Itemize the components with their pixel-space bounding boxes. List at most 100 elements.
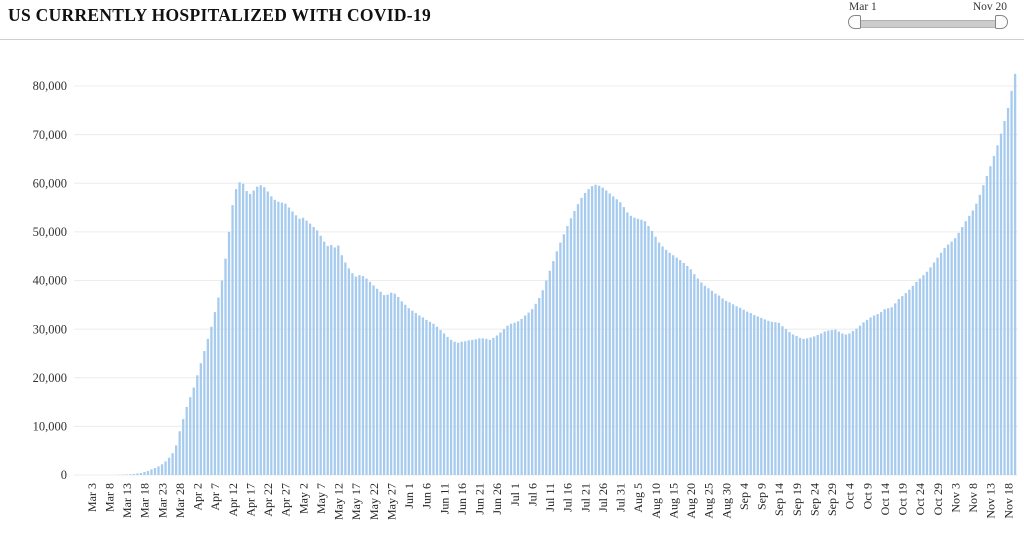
x-tick-label: Jul 6 (525, 483, 539, 506)
bar (795, 336, 797, 475)
bar (633, 218, 635, 475)
bar (922, 275, 924, 475)
bar (432, 324, 434, 475)
bar (676, 258, 678, 475)
bar (820, 334, 822, 476)
bar (951, 242, 953, 475)
bar (848, 334, 850, 476)
bar (298, 219, 300, 475)
bar (154, 468, 156, 475)
bar (513, 323, 515, 475)
x-tick-label: May 12 (332, 483, 346, 520)
bar (348, 268, 350, 475)
bar (721, 298, 723, 475)
bar (732, 304, 734, 475)
bar (693, 274, 695, 475)
bar (492, 338, 494, 475)
bar (887, 308, 889, 475)
bar (644, 221, 646, 475)
bar (665, 250, 667, 475)
bar (214, 312, 216, 475)
y-tick-label: 60,000 (33, 176, 67, 190)
bar (831, 330, 833, 475)
bars-group (119, 74, 1017, 475)
bar (179, 431, 181, 475)
bar (312, 227, 314, 475)
date-range-slider[interactable]: Mar 1 Nov 20 (848, 1, 1008, 32)
bar (718, 296, 720, 475)
bar (753, 315, 755, 475)
bar (253, 191, 255, 475)
bar (408, 308, 410, 475)
bar (422, 317, 424, 475)
y-tick-label: 80,000 (33, 79, 67, 93)
bar (905, 293, 907, 475)
bar (785, 329, 787, 475)
x-tick-label: Jun 21 (473, 483, 487, 515)
x-tick-label: Sep 14 (772, 483, 786, 516)
bar (510, 324, 512, 475)
bar (246, 191, 248, 475)
x-tick-label: Jun 11 (437, 483, 451, 514)
bar (704, 286, 706, 475)
bar (207, 339, 209, 475)
x-tick-label: Apr 22 (261, 483, 275, 517)
x-tick-label: Aug 20 (684, 483, 698, 519)
bar (598, 186, 600, 475)
x-tick-label: Nov 13 (984, 483, 998, 519)
bar (563, 234, 565, 475)
bar (379, 292, 381, 475)
bar (351, 273, 353, 475)
bar (302, 218, 304, 475)
x-tick-label: May 17 (349, 483, 363, 520)
bar (171, 453, 173, 475)
bar (249, 194, 251, 475)
bar (499, 333, 501, 475)
slider-start-label: Mar 1 (849, 1, 877, 13)
x-tick-label: Jul 16 (561, 483, 575, 512)
bar (778, 323, 780, 475)
bar (746, 312, 748, 475)
bar (263, 187, 265, 475)
bar (647, 226, 649, 475)
bar (580, 198, 582, 475)
bar (774, 322, 776, 475)
x-tick-label: Jul 1 (508, 483, 522, 506)
slider-left-handle[interactable] (848, 15, 861, 29)
bar (355, 277, 357, 475)
y-axis-labels: 010,00020,00030,00040,00050,00060,00070,… (33, 79, 67, 482)
bar (425, 320, 427, 475)
bar (697, 279, 699, 475)
bar (129, 474, 131, 475)
bar (570, 218, 572, 475)
bar (1010, 91, 1012, 475)
bar (845, 334, 847, 475)
bar (750, 313, 752, 475)
bar (841, 334, 843, 476)
bar (929, 267, 931, 475)
bar (524, 316, 526, 475)
bar (126, 474, 128, 475)
bar (743, 310, 745, 475)
bar (334, 247, 336, 475)
bar (365, 279, 367, 475)
bar (609, 193, 611, 475)
slider-right-handle[interactable] (995, 15, 1008, 29)
bar (475, 339, 477, 475)
slider-track[interactable] (855, 20, 1001, 28)
bar (686, 266, 688, 475)
bar (320, 236, 322, 475)
bar (739, 308, 741, 475)
x-tick-label: Aug 25 (702, 483, 716, 519)
bar (898, 299, 900, 475)
y-tick-label: 50,000 (33, 225, 67, 239)
bar (168, 458, 170, 475)
bar (295, 215, 297, 475)
bar (284, 204, 286, 475)
bar (958, 233, 960, 475)
bar (461, 342, 463, 475)
bar (542, 290, 544, 475)
bar (217, 298, 219, 475)
slider-end-label: Nov 20 (973, 1, 1007, 13)
